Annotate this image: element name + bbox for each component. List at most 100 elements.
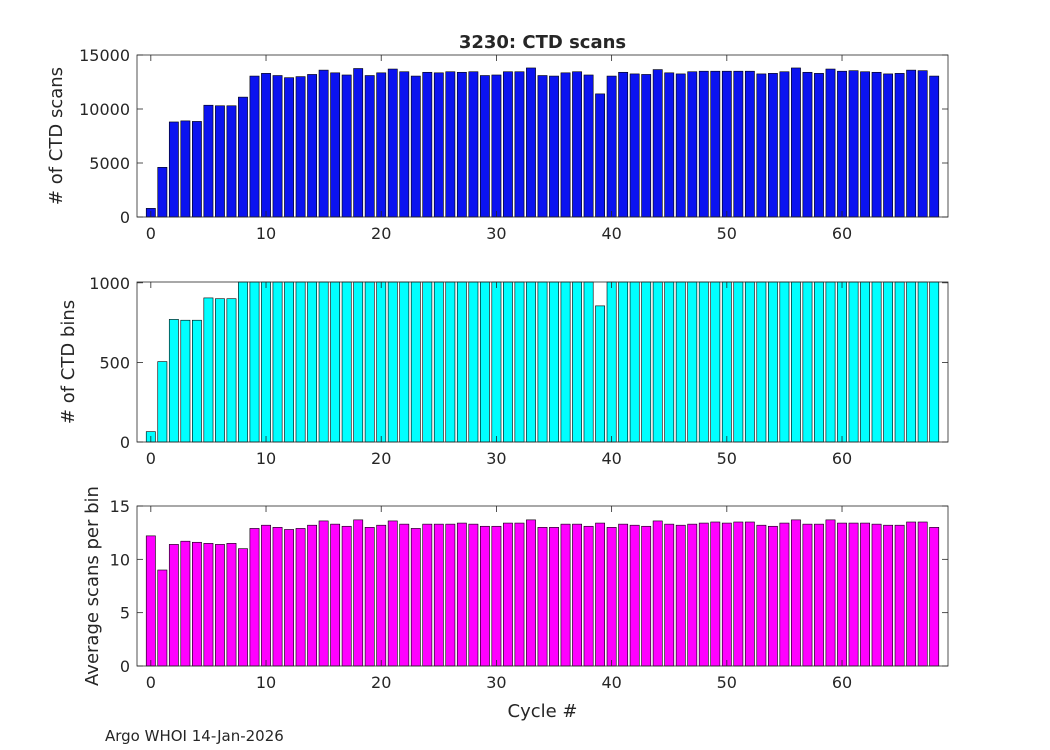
bar	[572, 281, 582, 443]
bar	[733, 521, 744, 667]
bar	[284, 77, 294, 218]
bar	[192, 319, 202, 443]
bar	[767, 525, 778, 667]
bar	[710, 281, 721, 443]
bar	[307, 281, 318, 443]
bar	[825, 519, 836, 667]
bar	[364, 75, 375, 218]
bar	[687, 523, 698, 667]
bar	[606, 75, 617, 218]
bar	[215, 544, 225, 667]
bar	[318, 69, 329, 218]
bar	[894, 73, 905, 218]
bar	[295, 76, 306, 218]
bar	[215, 298, 225, 443]
bar	[203, 297, 214, 443]
bar	[929, 75, 940, 218]
y-tick-label: 0	[120, 657, 130, 676]
bar	[526, 281, 536, 443]
bar	[307, 74, 318, 218]
bar	[526, 67, 536, 218]
bar	[399, 523, 410, 667]
bar	[318, 520, 329, 667]
bar	[595, 522, 606, 667]
bar	[814, 523, 824, 667]
bar	[791, 519, 801, 667]
bar	[560, 281, 571, 443]
bar	[249, 528, 260, 667]
bar	[238, 548, 248, 667]
bar	[549, 281, 559, 443]
bar	[445, 281, 456, 443]
bar	[364, 281, 375, 443]
bar	[848, 281, 859, 443]
bar	[468, 71, 479, 218]
bar	[883, 524, 894, 667]
x-tick-label: 60	[832, 673, 852, 692]
x-tick-label: 30	[486, 673, 506, 692]
bar	[894, 281, 905, 443]
bar	[641, 525, 652, 667]
y-tick-label: 10000	[79, 100, 130, 119]
x-tick-label: 0	[146, 224, 156, 243]
bar	[376, 72, 387, 218]
bar	[675, 281, 686, 443]
bar	[261, 73, 271, 218]
bar	[871, 281, 882, 443]
x-tick-label: 0	[146, 673, 156, 692]
x-tick-label: 40	[601, 449, 621, 468]
bar	[318, 281, 329, 443]
bar	[145, 535, 156, 667]
chart-title: 3230: CTD scans	[459, 32, 626, 53]
bar	[307, 524, 318, 667]
bar	[860, 71, 870, 218]
bar	[168, 319, 179, 443]
bar	[226, 543, 237, 667]
bar	[456, 71, 467, 218]
bar	[710, 521, 721, 667]
bar	[479, 75, 490, 218]
bar	[629, 524, 640, 667]
bar	[203, 543, 214, 667]
bar	[606, 281, 617, 443]
bar	[675, 524, 686, 667]
bar	[871, 71, 882, 218]
bar	[767, 73, 778, 218]
x-tick-label: 50	[717, 673, 737, 692]
bar	[491, 281, 502, 443]
x-tick-label: 20	[371, 673, 391, 692]
bar	[894, 524, 905, 667]
bar	[595, 93, 606, 218]
bar	[353, 68, 364, 218]
bar	[606, 527, 617, 667]
x-tick-label: 50	[717, 449, 737, 468]
x-tick-label: 60	[832, 449, 852, 468]
bar	[157, 167, 168, 218]
bar	[652, 69, 663, 218]
bar	[203, 104, 214, 218]
bar	[526, 519, 536, 667]
y-tick-label: 500	[99, 353, 130, 372]
bar	[295, 281, 306, 443]
scans-per-bin-panel: 0 10 20 30 40 50 60 0 5 10 15 Average scans per bin…	[82, 486, 949, 722]
bar	[157, 569, 168, 667]
bar	[399, 71, 410, 218]
bar	[572, 523, 582, 667]
bar	[491, 74, 502, 218]
bar	[917, 281, 928, 443]
bar	[560, 72, 571, 218]
bar	[399, 281, 410, 443]
bar	[733, 70, 744, 218]
bar	[410, 281, 421, 443]
x-tick-label: 10	[256, 224, 276, 243]
bar	[468, 281, 479, 443]
bar	[180, 120, 191, 218]
bar	[664, 72, 675, 218]
bar	[330, 72, 341, 218]
bar	[514, 281, 525, 443]
bar	[906, 69, 917, 218]
bar	[468, 523, 479, 667]
bar	[721, 70, 732, 218]
bar	[387, 520, 398, 667]
bar	[871, 523, 882, 667]
